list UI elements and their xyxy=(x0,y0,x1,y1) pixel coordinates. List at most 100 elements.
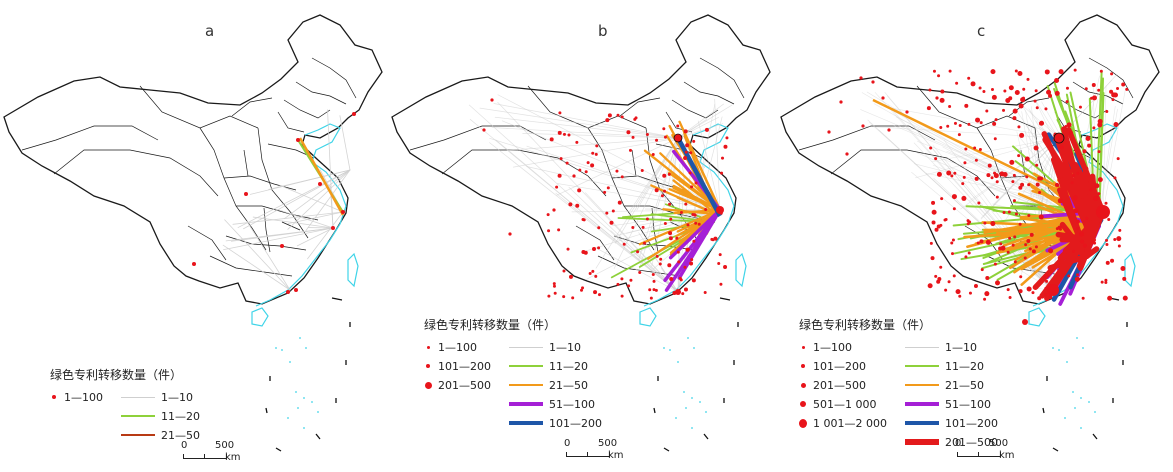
city-dot xyxy=(927,283,933,289)
city-dot xyxy=(668,236,673,241)
city-dot xyxy=(1020,97,1026,103)
city-dot xyxy=(1019,275,1023,279)
city-dot xyxy=(557,173,562,178)
line-legend-item: 11—20 xyxy=(121,408,200,424)
city-dot xyxy=(1014,69,1018,73)
boundary-dash xyxy=(663,447,670,452)
city-dot xyxy=(681,292,685,296)
city-dot xyxy=(1043,273,1049,279)
city-dot xyxy=(929,146,933,150)
flow-line xyxy=(647,212,718,260)
panel-c: c 绿色专利转移数量（件） 1—100 101—200 201—500 501—1 0… xyxy=(777,0,1168,472)
city-dot xyxy=(567,133,571,137)
city-dot xyxy=(562,295,566,299)
scale-unit: km xyxy=(608,450,624,461)
flow-line xyxy=(638,137,679,260)
city-dot xyxy=(595,144,599,148)
city-dot xyxy=(961,195,967,201)
province-boundary xyxy=(575,225,615,261)
south-sea-island xyxy=(691,427,693,429)
province-boundary xyxy=(311,57,357,99)
city-dot xyxy=(1023,256,1027,260)
city-dot xyxy=(1034,89,1038,93)
city-dot xyxy=(558,111,562,115)
line-legend-item: 11—20 xyxy=(509,358,602,374)
boundary-dash xyxy=(653,407,656,414)
flow-line xyxy=(911,171,1054,291)
flow-line xyxy=(1018,101,1060,139)
city-dot xyxy=(881,96,885,100)
city-dot xyxy=(990,69,996,75)
scale-unit: km xyxy=(999,450,1015,461)
city-dot xyxy=(974,176,979,181)
line-symbol xyxy=(121,415,155,417)
city-dot xyxy=(1057,198,1063,204)
city-dot xyxy=(934,227,939,232)
south-sea-island xyxy=(1066,361,1068,363)
south-sea-island xyxy=(1052,347,1054,349)
line-symbol xyxy=(121,433,155,437)
scale-line xyxy=(566,452,610,457)
city-dot xyxy=(549,137,554,142)
city-dot xyxy=(685,143,690,148)
city-dot xyxy=(626,130,631,135)
city-dot xyxy=(691,278,696,283)
city-dot xyxy=(983,221,987,225)
city-dot xyxy=(562,269,566,273)
dot-legend-label: 1—100 xyxy=(438,340,477,354)
taiwan-island xyxy=(735,252,747,288)
flow-line xyxy=(653,255,679,293)
city-dot xyxy=(1037,176,1042,181)
city-dot xyxy=(668,202,672,206)
city-dot-shanghai xyxy=(1096,205,1110,219)
dot-legend-label: 1—100 xyxy=(64,390,103,404)
city-dot xyxy=(1022,319,1028,325)
city-dot xyxy=(638,271,642,275)
city-dot xyxy=(957,133,961,137)
dot-legend-c: 1—100 101—200 201—500 501—1 000 1 001—2 000 xyxy=(799,339,887,450)
line-legend-label: 1—10 xyxy=(549,340,581,354)
city-dot xyxy=(1039,120,1045,126)
city-dot xyxy=(669,276,674,281)
city-dot xyxy=(628,148,632,152)
line-legend-item: 1—10 xyxy=(121,389,200,405)
city-dot xyxy=(1018,185,1023,190)
flow-line xyxy=(697,120,721,211)
city-dot xyxy=(1033,145,1039,151)
city-dot xyxy=(936,224,941,229)
province-boundary xyxy=(236,205,319,221)
flow-line xyxy=(1084,179,1095,259)
city-dot xyxy=(683,129,688,134)
province-boundary xyxy=(231,97,273,117)
city-dot xyxy=(597,293,601,297)
province-boundary xyxy=(683,81,735,105)
line-symbol xyxy=(509,402,543,406)
city-dot xyxy=(280,244,284,248)
city-dot xyxy=(970,81,976,87)
city-dot xyxy=(992,121,997,126)
scale-line xyxy=(957,452,1001,457)
city-dot xyxy=(1048,295,1053,300)
boundary-dash xyxy=(719,297,731,301)
city-dot xyxy=(1008,96,1013,101)
scale-mid: 500 xyxy=(598,438,618,449)
city-dot xyxy=(1065,100,1069,104)
south-sea-island xyxy=(677,361,679,363)
dot-legend-label: 101—200 xyxy=(438,359,491,373)
city-dot xyxy=(1044,286,1048,290)
city-dot xyxy=(982,90,986,94)
city-dot xyxy=(1075,219,1080,224)
city-dot xyxy=(1092,126,1096,130)
dot-legend-item: 1 001—2 000 xyxy=(799,415,887,431)
city-dot xyxy=(1012,116,1017,121)
city-dot xyxy=(1046,89,1052,95)
dot-symbol xyxy=(52,395,56,399)
city-dot xyxy=(1031,249,1036,254)
city-dot xyxy=(594,274,598,278)
city-dot xyxy=(1007,210,1011,214)
boundary-dash xyxy=(315,433,321,440)
city-dot xyxy=(547,229,551,233)
legend-title-a: 绿色专利转移数量（件） xyxy=(50,368,183,382)
city-dot xyxy=(986,173,991,178)
city-dot xyxy=(620,115,624,119)
